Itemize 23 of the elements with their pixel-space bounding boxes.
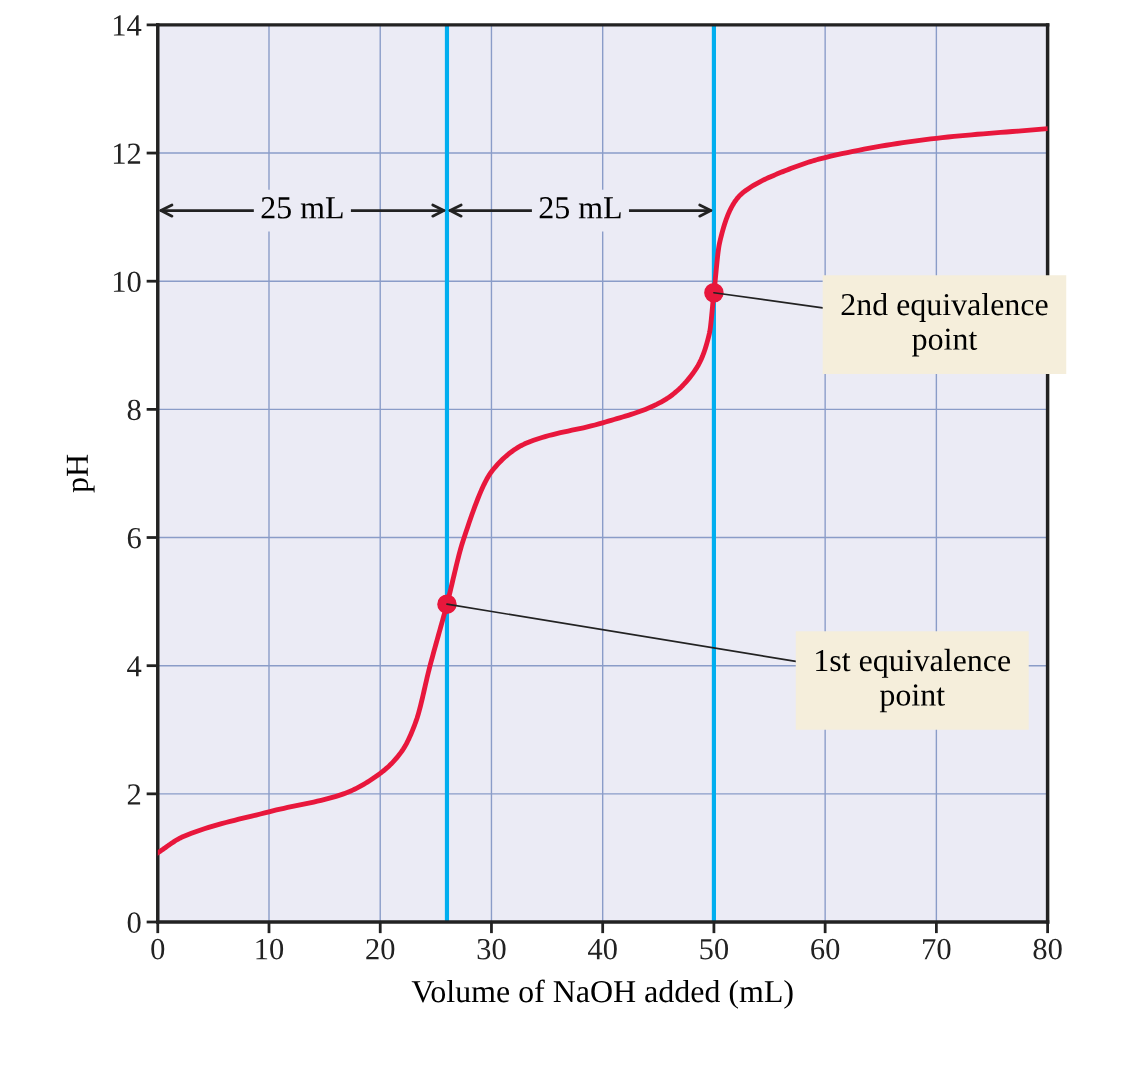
x-tick-label: 40	[588, 938, 617, 960]
annotation: 1st equivalence point	[816, 648, 1011, 713]
x-tick-label: 70	[923, 938, 951, 960]
x-tick-label: 10	[256, 938, 284, 960]
y-tick-label: 12	[113, 143, 141, 164]
y-tick-label: 4	[127, 656, 142, 677]
annotation: 25 mL	[261, 197, 343, 219]
y-tick-label: 14	[113, 15, 142, 36]
y-tick-label: 8	[127, 399, 141, 421]
x-tick-label: 50	[700, 938, 729, 960]
y-tick-label: 6	[127, 527, 141, 549]
x-tick-label: 0	[151, 938, 165, 960]
y-tick-label: 0	[127, 912, 141, 933]
x-axis-title: Volume of NaOH added (mL)	[411, 979, 793, 1009]
annotation: 25 mL	[539, 197, 621, 219]
y-tick-label: 10	[113, 271, 141, 293]
x-tick-label: 20	[366, 938, 395, 960]
x-tick-label: 80	[1033, 938, 1062, 960]
y-tick-label: 2	[127, 784, 141, 805]
y-axis-title: pH	[66, 454, 95, 493]
annotation: 2nd equivalence point	[841, 292, 1048, 357]
x-tick-label: 30	[477, 938, 506, 960]
x-tick-label: 60	[811, 938, 840, 960]
